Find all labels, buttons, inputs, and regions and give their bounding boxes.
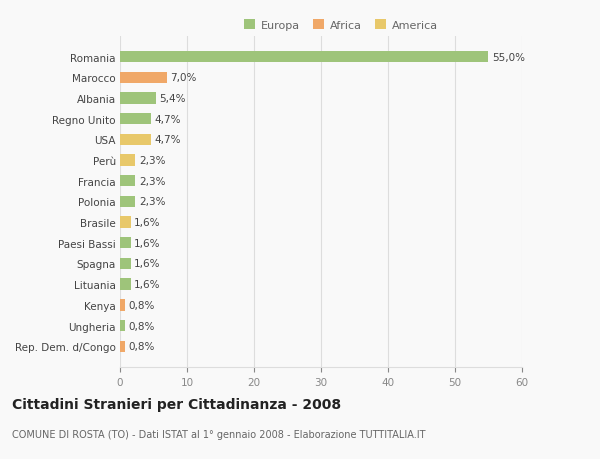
Text: 4,7%: 4,7% — [155, 114, 181, 124]
Text: 0,8%: 0,8% — [129, 341, 155, 352]
Text: 2,3%: 2,3% — [139, 197, 165, 207]
Bar — [120, 176, 136, 187]
Text: 7,0%: 7,0% — [170, 73, 197, 83]
Bar — [120, 238, 131, 249]
Text: 1,6%: 1,6% — [134, 259, 161, 269]
Bar — [120, 73, 167, 84]
Text: 1,6%: 1,6% — [134, 218, 161, 228]
Bar — [120, 300, 125, 311]
Text: 5,4%: 5,4% — [160, 94, 186, 104]
Bar — [120, 217, 131, 228]
Text: 1,6%: 1,6% — [134, 280, 161, 290]
Bar — [120, 341, 125, 352]
Text: 4,7%: 4,7% — [155, 135, 181, 145]
Text: 55,0%: 55,0% — [492, 52, 525, 62]
Bar — [120, 196, 136, 207]
Bar — [120, 134, 151, 146]
Text: 1,6%: 1,6% — [134, 238, 161, 248]
Legend: Europa, Africa, America: Europa, Africa, America — [239, 16, 443, 35]
Bar — [120, 155, 136, 166]
Bar — [120, 258, 131, 269]
Bar — [120, 279, 131, 290]
Text: 2,3%: 2,3% — [139, 156, 165, 166]
Bar — [120, 93, 156, 104]
Text: Cittadini Stranieri per Cittadinanza - 2008: Cittadini Stranieri per Cittadinanza - 2… — [12, 397, 341, 411]
Text: 2,3%: 2,3% — [139, 176, 165, 186]
Text: 0,8%: 0,8% — [129, 321, 155, 331]
Text: 0,8%: 0,8% — [129, 300, 155, 310]
Bar — [120, 114, 151, 125]
Bar — [120, 320, 125, 331]
Text: COMUNE DI ROSTA (TO) - Dati ISTAT al 1° gennaio 2008 - Elaborazione TUTTITALIA.I: COMUNE DI ROSTA (TO) - Dati ISTAT al 1° … — [12, 429, 425, 439]
Bar — [120, 52, 488, 63]
